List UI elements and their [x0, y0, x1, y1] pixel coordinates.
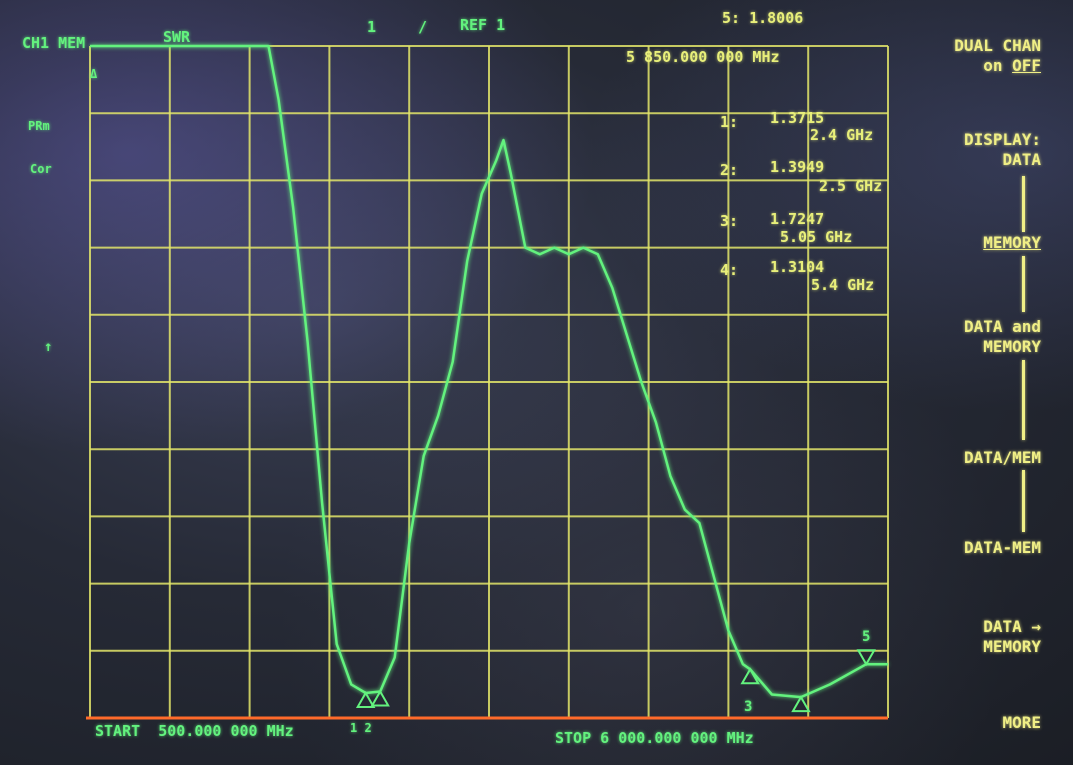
display-label: DISPLAY:	[963, 130, 1041, 149]
display-softkey[interactable]: DISPLAY: DATA	[911, 130, 1041, 170]
marker-3-tag: 3	[744, 699, 753, 715]
data-and-memory-label-1: DATA and	[963, 317, 1041, 336]
reference-arrow-icon: ↑	[44, 339, 53, 355]
marker-2-label: 2:	[720, 161, 739, 179]
start-frequency-label: START 500.000 000 MHz	[95, 722, 294, 740]
marker-3-triangle	[740, 667, 760, 685]
marker-4-frequency: 5.4 GHz	[811, 276, 875, 294]
more-softkey[interactable]: MORE	[1002, 713, 1041, 732]
marker-2-value: 1.3949	[770, 158, 825, 176]
stop-frequency-label: STOP 6 000.000 000 MHz	[555, 729, 754, 747]
selector-bar	[1022, 176, 1025, 232]
scale-slash: /	[418, 18, 428, 36]
data-to-memory-softkey[interactable]: DATA → MEMORY	[911, 617, 1041, 657]
marker-5-triangle	[856, 649, 876, 667]
dual-chan-off-option: OFF	[1012, 56, 1041, 75]
dual-chan-softkey[interactable]: DUAL CHAN on OFF	[911, 36, 1041, 76]
dual-chan-state: on OFF	[911, 56, 1041, 76]
marker-4-value: 1.3104	[770, 258, 825, 276]
correction-label: Cor	[30, 162, 52, 176]
selector-bar	[1022, 470, 1025, 532]
plot-grid	[89, 45, 889, 719]
data-to-memory-label-1: DATA →	[983, 617, 1041, 636]
format-label: SWR	[163, 28, 191, 46]
marker-4-label: 4:	[720, 261, 739, 279]
marker-4-triangle	[791, 695, 811, 713]
dual-chan-on-option: on	[983, 56, 1013, 75]
marker-1-frequency: 2.4 GHz	[810, 126, 874, 144]
data-to-memory-label-2: MEMORY	[983, 637, 1041, 656]
data-and-memory-label-2: MEMORY	[983, 337, 1041, 356]
marker-layer	[355, 649, 876, 713]
parameter-marker-label: PRm	[28, 119, 50, 133]
marker-1-label: 1:	[720, 113, 739, 131]
marker-3-value: 1.7247	[770, 210, 825, 228]
marker-2-triangle	[370, 689, 390, 707]
scale-label: 1	[367, 18, 377, 36]
marker-5-tag: 5	[862, 629, 871, 645]
marker-1-value: 1.3715	[770, 109, 825, 127]
dual-chan-label: DUAL CHAN	[954, 36, 1041, 55]
marker-3-frequency: 5.05 GHz	[780, 228, 853, 246]
memory-softkey[interactable]: MEMORY	[983, 233, 1041, 252]
active-marker-frequency: 5 850.000 000 MHz	[626, 48, 780, 66]
reference-label: REF 1	[460, 16, 506, 34]
display-value: DATA	[1002, 150, 1041, 169]
data-and-memory-softkey[interactable]: DATA and MEMORY	[911, 317, 1041, 357]
swr-trace	[90, 44, 888, 699]
channel-label: CH1 MEM	[22, 34, 86, 52]
delta-icon: Δ	[90, 67, 98, 81]
active-marker-value: 5: 1.8006	[722, 9, 804, 27]
marker-2-frequency: 2.5 GHz	[819, 177, 883, 195]
marker-3-label: 3:	[720, 212, 739, 230]
selector-bar	[1022, 360, 1025, 440]
selector-bar	[1022, 256, 1025, 312]
data-minus-mem-softkey[interactable]: DATA-MEM	[963, 538, 1041, 557]
marker-1-2-tag: 1 2	[350, 721, 372, 735]
data-div-mem-softkey[interactable]: DATA/MEM	[963, 448, 1041, 467]
marker-1-triangle	[355, 691, 376, 709]
